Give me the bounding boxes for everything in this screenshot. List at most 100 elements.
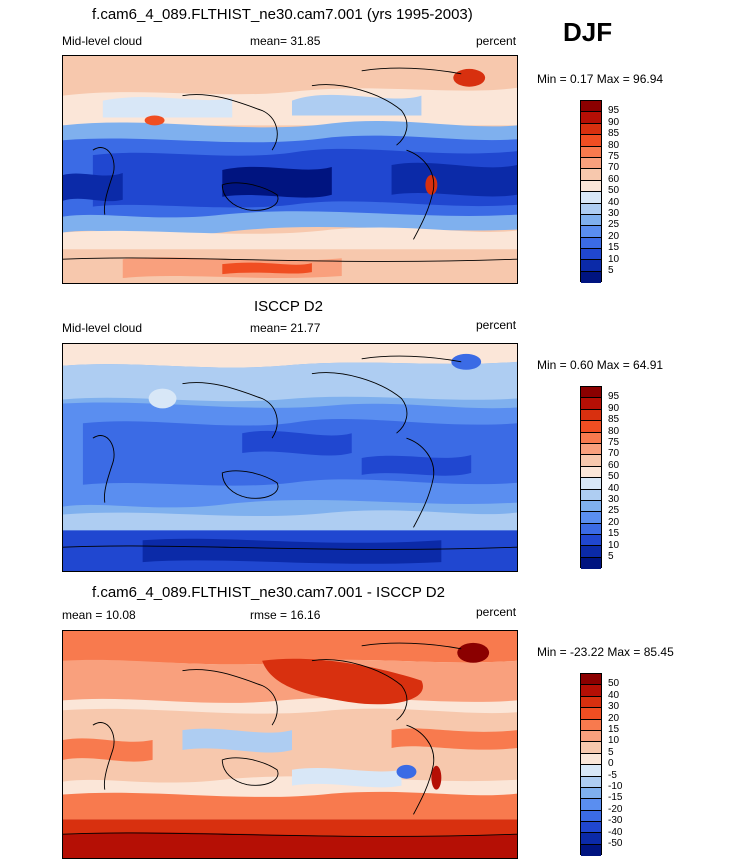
panel1-level-label: 85: [608, 128, 620, 140]
panel2-minmax: Min = 0.60 Max = 64.91: [537, 358, 664, 372]
panel3-map: [62, 630, 518, 859]
panel1-colorbar-swatch: [581, 203, 601, 215]
panel2-colorbar-swatch: [581, 387, 601, 399]
panel1-colorbar-swatch: [581, 192, 601, 204]
panel2-title: ISCCP D2: [254, 298, 323, 315]
panel3-colorbar-swatch: [581, 696, 601, 709]
panel3-colorbar-swatch: [581, 685, 601, 697]
panel2-colorbar-swatch: [581, 523, 601, 536]
panel2-colorbar-swatch: [581, 535, 601, 547]
panel2-left-label: Mid-level cloud: [62, 321, 143, 335]
panel1-colorbar-swatch: [581, 169, 601, 181]
panel2-colorbar-swatch: [581, 512, 601, 524]
panel1-colorbar-swatch: [581, 237, 601, 250]
panel2-level-label: 50: [608, 471, 620, 483]
panel2-level-label: 15: [608, 528, 620, 540]
panel3-level-label: 10: [608, 735, 620, 747]
panel3-level-label: 15: [608, 724, 620, 735]
panel3-colorbar-swatch: [581, 753, 601, 766]
panel3-level-label: 50: [608, 678, 620, 690]
panel2-level-label: 95: [608, 391, 620, 403]
panel1-map: [62, 55, 518, 284]
panel3-colorbar-swatch: [581, 742, 601, 754]
panel2-colorbar-swatch: [581, 466, 601, 479]
panel1-title: f.cam6_4_089.FLTHIST_ne30.cam7.001 (yrs …: [92, 6, 473, 23]
panel1-colorbar-swatch: [581, 123, 601, 136]
panel2-level-label: 85: [608, 414, 620, 426]
panel1-level-label: 75: [608, 151, 620, 162]
panel3-level-label: -10: [608, 781, 623, 792]
panel2-level-label: 5: [608, 551, 614, 562]
panel2-level-label: 75: [608, 437, 620, 448]
panel3-minmax: Min = -23.22 Max = 85.45: [537, 645, 674, 659]
panel3-colorbar-swatch: [581, 719, 601, 731]
panel3-colorbar: [580, 673, 602, 857]
panel2-colorbar-swatch: [581, 432, 601, 444]
panel3-colorbar-swatch: [581, 776, 601, 788]
panel2-level-label: 90: [608, 402, 620, 414]
panel1-left-label: Mid-level cloud: [62, 34, 143, 48]
panel1-minmax: Min = 0.17 Max = 96.94: [537, 72, 664, 86]
season-label: DJF: [563, 17, 613, 47]
panel3-level-label: 5: [608, 746, 614, 758]
panel1-level-label: 70: [608, 162, 620, 174]
panel2-colorbar-swatch: [581, 443, 601, 456]
panel1-level-label: 60: [608, 173, 620, 185]
panel3-colorbar-swatch: [581, 708, 601, 720]
panel1-colorbar-swatch: [581, 260, 601, 272]
panel1-level-label: 5: [608, 265, 614, 276]
panel2-colorbar: [580, 386, 602, 570]
panel1-colorbar: [580, 100, 602, 284]
panel2-colorbar-swatch: [581, 398, 601, 410]
panel1-level-label: 40: [608, 196, 620, 208]
panel2-level-label: 80: [608, 425, 620, 437]
panel1-level-label: 80: [608, 139, 620, 151]
panel3-level-label: -20: [608, 803, 623, 815]
panel1-colorbar-swatch: [581, 214, 601, 227]
panel3-colorbar-swatch: [581, 674, 601, 686]
panel3-level-label: -30: [608, 815, 623, 827]
panel1-level-label: 95: [608, 105, 620, 117]
panel3-colorbar-swatch: [581, 810, 601, 823]
panel1-colorbar-swatch: [581, 112, 601, 124]
panel2-colorbar-swatch: [581, 546, 601, 558]
panel3-mean: mean = 10.08: [62, 608, 136, 622]
panel2-colorbar-swatch: [581, 455, 601, 467]
panel2-mean: mean= 21.77: [250, 321, 321, 335]
panel3-colorbar-swatch: [581, 844, 601, 857]
panel2-colorbar-swatch: [581, 409, 601, 422]
panel2-level-label: 20: [608, 516, 620, 528]
panel3-units: percent: [476, 605, 517, 619]
panel1-colorbar-swatch: [581, 135, 601, 147]
panel3-colorbar-swatch: [581, 822, 601, 834]
panel1-level-label: 15: [608, 242, 620, 254]
panel3-level-label: 30: [608, 701, 620, 713]
panel2-level-label: 25: [608, 505, 620, 517]
panel2-level-label: 10: [608, 539, 620, 551]
panel1-mean: mean= 31.85: [250, 34, 321, 48]
panel2-level-label: 40: [608, 482, 620, 494]
panel1-level-label: 90: [608, 116, 620, 128]
panel1-colorbar-swatch: [581, 249, 601, 261]
panel1-colorbar-swatch: [581, 146, 601, 158]
panel3-level-label: 0: [608, 758, 614, 770]
panel3-level-label: -40: [608, 826, 623, 838]
panel3-colorbar-swatch: [581, 730, 601, 743]
panel3-title: f.cam6_4_089.FLTHIST_ne30.cam7.001 - ISC…: [92, 584, 445, 601]
panel2-level-label: 70: [608, 448, 620, 460]
panel3-colorbar-swatch: [581, 799, 601, 811]
panel3-level-label: 40: [608, 689, 620, 701]
panel1-level-label: 30: [608, 208, 620, 219]
panel2-colorbar-swatch: [581, 478, 601, 490]
panel2-level-label: 30: [608, 494, 620, 505]
panel2-units: percent: [476, 318, 517, 332]
panel1-units: percent: [476, 34, 517, 48]
panel3-level-label: 20: [608, 712, 620, 724]
panel3-colorbar-swatch: [581, 765, 601, 777]
panel3-level-label: -5: [608, 769, 617, 781]
panel1-level-label: 20: [608, 230, 620, 242]
panel2-level-label: 60: [608, 459, 620, 471]
panel2-colorbar-swatch: [581, 489, 601, 501]
panel1-level-label: 10: [608, 253, 620, 265]
panel3-rmse: rmse = 16.16: [250, 608, 321, 622]
